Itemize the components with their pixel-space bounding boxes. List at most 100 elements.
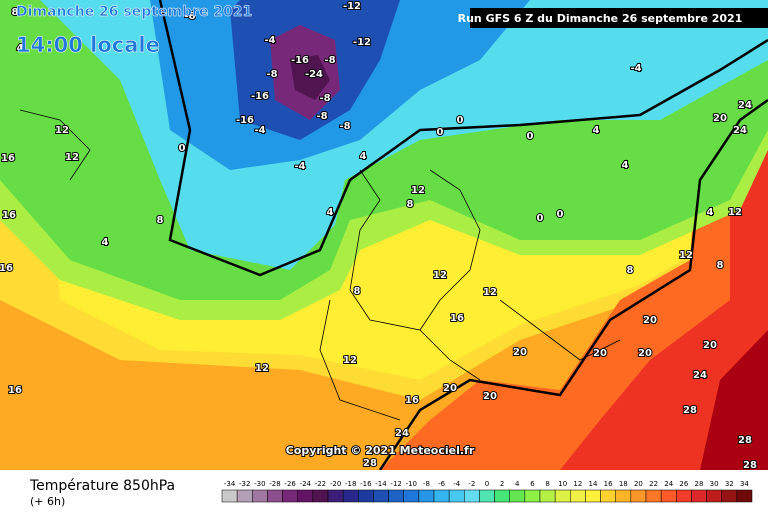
legend-label: -18 (345, 480, 356, 488)
legend-swatch (479, 489, 495, 503)
contour-label: 16 (0, 263, 13, 274)
legend-label: 30 (710, 480, 719, 488)
legend-label: -28 (269, 480, 280, 488)
contour-label: 16 (8, 385, 22, 396)
legend-label: -34 (224, 480, 236, 488)
legend-swatch (554, 489, 571, 503)
contour-label: 0 (537, 213, 544, 224)
legend-swatch (585, 489, 601, 503)
legend-label: -14 (375, 480, 387, 488)
legend-swatch (297, 489, 314, 503)
contour-label: 12 (679, 250, 693, 261)
contour-label: 8 (354, 286, 361, 297)
footer-title: Température 850hPa (29, 478, 175, 494)
contour-label: -12 (353, 37, 371, 48)
legend-label: 16 (604, 480, 613, 488)
legend-swatch (539, 489, 556, 503)
contour-label: 12 (55, 125, 69, 136)
run-box (470, 8, 768, 28)
contour-label: -4 (254, 125, 265, 136)
contour-label: 0 (527, 131, 534, 142)
contour-label: -4 (264, 35, 275, 46)
legend-swatch (388, 489, 404, 503)
contour-label: -8 (324, 55, 335, 66)
legend-label: 32 (725, 480, 734, 488)
legend-swatch (342, 489, 359, 503)
footer-step: (+ 6h) (30, 495, 65, 508)
legend-label: -4 (453, 480, 461, 488)
legend-label: -2 (468, 480, 475, 488)
legend-label: 12 (573, 480, 582, 488)
contour-label: 16 (405, 395, 419, 406)
legend-swatch (600, 489, 616, 503)
legend-label: -22 (315, 480, 326, 488)
contour-label: 20 (513, 347, 527, 358)
contour-label: 8 (12, 7, 19, 18)
legend-swatch (524, 489, 541, 503)
legend-swatch (448, 489, 465, 503)
legend-label: -24 (300, 480, 312, 488)
legend-label: 2 (500, 480, 504, 488)
contour-label: 4 (360, 151, 367, 162)
time-text: 14:00 locale (16, 33, 160, 57)
contour-label: 24 (733, 125, 747, 136)
contour-label: 24 (395, 428, 409, 439)
legend-swatch (676, 489, 692, 503)
coastline (19, 109, 621, 421)
contour-label: 24 (738, 100, 752, 111)
contour-label: 12 (255, 363, 269, 374)
legend-label: -12 (390, 480, 401, 488)
legend-swatch (403, 489, 420, 503)
contour-label: 12 (411, 185, 425, 196)
legend-swatch (630, 489, 647, 503)
legend-label: 28 (695, 480, 704, 488)
contour-label: 28 (738, 435, 752, 446)
contour-label: 0 (437, 127, 444, 138)
contour-label: -12 (343, 1, 361, 12)
legend-label: -10 (406, 480, 417, 488)
legend-swatch (267, 489, 283, 503)
legend-label: 8 (545, 480, 549, 488)
contour-label: 16 (2, 210, 16, 221)
legend-swatch (282, 489, 298, 503)
legend-swatch (645, 489, 662, 503)
field-red (560, 120, 768, 470)
contour-label: 16 (450, 313, 464, 324)
legend-swatch (236, 489, 253, 503)
contour-label: 0 (179, 143, 186, 154)
legend-label: 20 (634, 480, 643, 488)
legend-swatch (494, 489, 510, 503)
zero-isotherm (158, 0, 768, 277)
legend-label: 14 (589, 480, 598, 488)
contour-label: -8 (184, 11, 195, 22)
legend-swatch (221, 489, 238, 503)
legend-label: 4 (515, 480, 520, 488)
contour-label: 12 (343, 355, 357, 366)
contour-label: 20 (643, 315, 657, 326)
legend-label: -30 (254, 480, 265, 488)
contour-label: 8 (717, 260, 724, 271)
contour-label: 0 (557, 209, 564, 220)
run-text: Run GFS 6 Z du Dimanche 26 septembre 202… (458, 12, 743, 25)
legend-swatch (706, 489, 722, 503)
contour-label: -8 (266, 69, 277, 80)
contour-label: -24 (305, 69, 323, 80)
legend-label: -6 (438, 480, 446, 488)
contour-label: 28 (683, 405, 697, 416)
legend-swatch (721, 489, 738, 503)
contour-label: 12 (483, 287, 497, 298)
legend-label: -8 (423, 480, 430, 488)
contour-label: 4 (17, 43, 24, 54)
contour-label: 12 (433, 270, 447, 281)
legend-swatch (660, 489, 677, 503)
date-text: Dimanche 26 septembre 2021 (16, 4, 252, 20)
contour-label: 20 (713, 113, 727, 124)
legend-label: 22 (649, 480, 658, 488)
contour-label: -4 (294, 161, 305, 172)
temperature-map (0, 0, 768, 471)
contour-label: -8 (316, 111, 327, 122)
legend-swatch (418, 489, 435, 503)
contour-label: 28 (363, 458, 377, 469)
contour-label: 4 (707, 207, 714, 218)
